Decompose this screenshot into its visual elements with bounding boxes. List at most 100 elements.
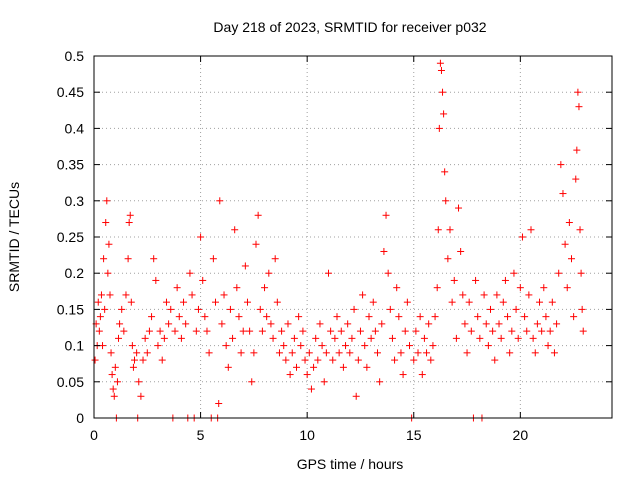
data-point: [474, 313, 482, 321]
data-point: [162, 298, 170, 306]
data-points: [91, 59, 587, 422]
data-point: [150, 255, 158, 263]
x-tick-labels: 0 5 10 15 20: [90, 427, 528, 443]
data-point: [540, 284, 548, 292]
data-point: [472, 276, 480, 284]
data-point: [344, 320, 352, 328]
data-point: [194, 305, 202, 313]
data-point: [113, 378, 121, 386]
data-point: [233, 284, 241, 292]
y-tick-label: 0.3: [65, 193, 85, 209]
data-point: [348, 334, 356, 342]
data-point: [495, 320, 503, 328]
data-point: [533, 320, 541, 328]
data-point: [491, 356, 499, 364]
data-point: [209, 255, 217, 263]
data-point: [177, 334, 185, 342]
data-point: [384, 269, 392, 277]
data-point: [222, 342, 230, 350]
data-point: [133, 349, 141, 357]
data-point: [284, 320, 292, 328]
data-point: [91, 356, 99, 364]
data-point: [525, 291, 533, 299]
data-point: [382, 211, 390, 219]
data-point: [465, 298, 473, 306]
data-point: [216, 197, 224, 205]
data-point: [446, 226, 454, 234]
data-point: [124, 255, 132, 263]
data-point: [476, 334, 484, 342]
data-point: [267, 320, 275, 328]
data-point: [486, 305, 494, 313]
data-point: [314, 356, 322, 364]
data-point: [418, 371, 426, 379]
data-point: [575, 103, 583, 111]
data-point: [152, 276, 160, 284]
data-point: [388, 334, 396, 342]
data-point: [139, 356, 147, 364]
data-point: [531, 349, 539, 357]
data-point: [376, 378, 384, 386]
data-point: [346, 349, 354, 357]
data-point: [295, 313, 303, 321]
data-point: [329, 356, 337, 364]
data-point: [565, 219, 573, 227]
data-point: [278, 327, 286, 335]
data-point: [573, 146, 581, 154]
y-tick-labels: 0 0.05 0.1 0.15 0.2 0.25 0.3 0.35 0.4 0.45 0.5: [57, 48, 84, 426]
data-point: [188, 291, 196, 299]
data-point: [423, 349, 431, 357]
data-point: [128, 342, 136, 350]
y-tick-label: 0.4: [65, 120, 85, 136]
data-point: [553, 320, 561, 328]
data-point: [335, 349, 343, 357]
data-point: [110, 392, 118, 400]
x-tick-label: 10: [299, 427, 315, 443]
data-point: [425, 320, 433, 328]
data-point: [410, 356, 418, 364]
data-point: [301, 356, 309, 364]
data-point: [570, 313, 578, 321]
data-point: [115, 334, 123, 342]
data-point: [331, 334, 339, 342]
data-point: [461, 320, 469, 328]
data-point: [436, 59, 444, 67]
y-tick-label: 0.25: [57, 229, 84, 245]
data-point: [361, 342, 369, 350]
data-point: [363, 363, 371, 371]
data-point: [359, 291, 367, 299]
data-point: [137, 392, 145, 400]
data-point: [226, 305, 234, 313]
data-point: [320, 378, 328, 386]
grid-lines: [94, 56, 612, 418]
data-point: [148, 313, 156, 321]
data-point: [116, 320, 124, 328]
data-point: [303, 371, 311, 379]
data-point: [480, 291, 488, 299]
data-point: [499, 298, 507, 306]
data-point: [378, 320, 386, 328]
data-point: [506, 349, 514, 357]
data-point: [484, 342, 492, 350]
data-point: [510, 269, 518, 277]
data-point: [493, 291, 501, 299]
data-point: [239, 327, 247, 335]
data-point: [574, 88, 582, 96]
data-point: [199, 276, 207, 284]
data-point: [158, 356, 166, 364]
data-point: [237, 349, 245, 357]
data-point: [572, 175, 580, 183]
data-point: [171, 327, 179, 335]
data-point: [416, 313, 424, 321]
data-point: [218, 320, 226, 328]
data-point: [186, 269, 194, 277]
data-point: [297, 342, 305, 350]
data-point: [122, 291, 130, 299]
data-point: [126, 211, 134, 219]
data-point: [350, 305, 358, 313]
data-point: [118, 305, 126, 313]
data-point: [504, 313, 512, 321]
data-point: [252, 240, 260, 248]
data-point: [401, 327, 409, 335]
data-point: [508, 327, 516, 335]
